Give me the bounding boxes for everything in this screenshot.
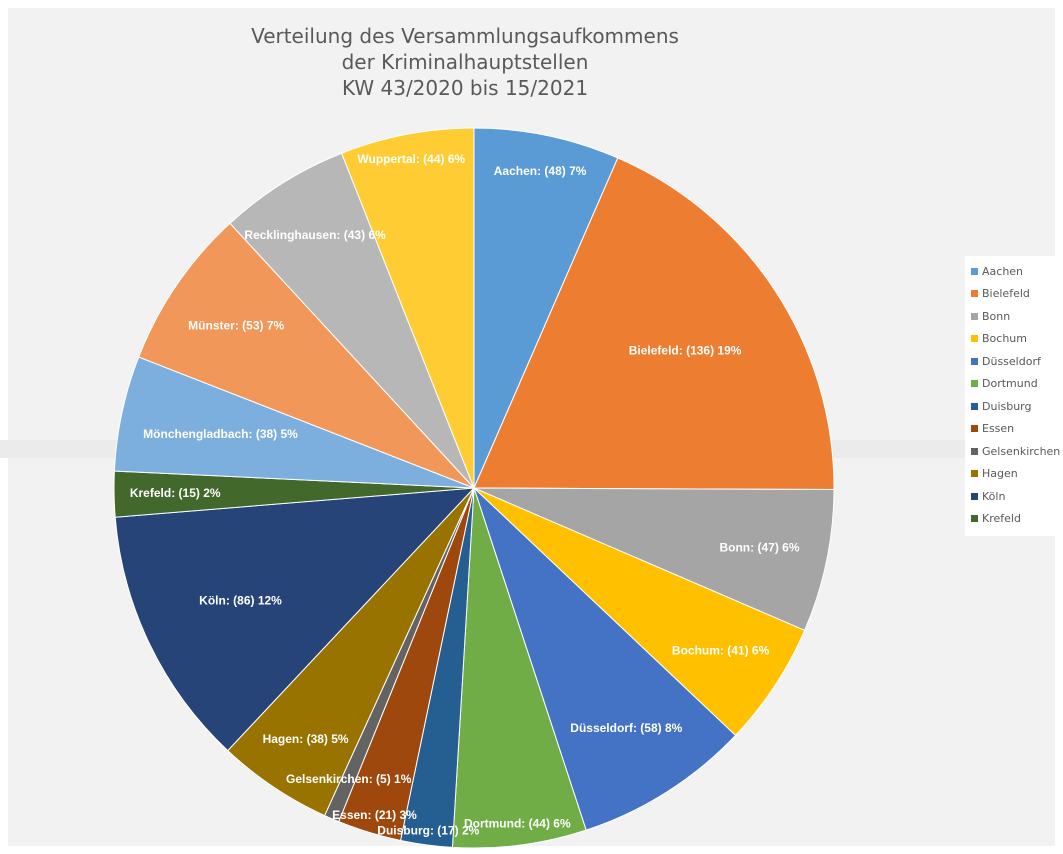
chart-title-line-2: der Kriminalhauptstellen	[341, 50, 589, 74]
legend-item-essen: Essen	[971, 418, 1063, 441]
legend-label: Bochum	[982, 332, 1027, 346]
legend-item-bonn: Bonn	[971, 305, 1063, 328]
legend-item-koeln: Köln	[971, 485, 1063, 508]
legend-label: Krefeld	[982, 512, 1021, 526]
pie-slice-recklinghausen	[229, 152, 475, 489]
data-label-essen: Essen: (21) 3%	[332, 808, 417, 822]
pie-slice-muenster	[138, 222, 475, 489]
legend-swatch	[971, 312, 978, 320]
data-label-recklinghausen: Recklinghausen: (43) 6%	[244, 228, 386, 242]
legend-swatch	[971, 290, 978, 298]
pie-slice-bonn	[473, 487, 835, 632]
legend-label: Hagen	[982, 467, 1018, 481]
data-label-bielefeld: Bielefeld: (136) 19%	[629, 343, 742, 357]
chart-title-line-3: KW 43/2020 bis 15/2021	[341, 76, 589, 100]
legend-swatch	[971, 357, 978, 365]
data-label-hagen: Hagen: (38) 5%	[263, 732, 349, 746]
legend-item-bielefeld: Bielefeld	[971, 283, 1063, 306]
pie-slice-duesseldorf	[473, 487, 737, 831]
legend-label: Gelsenkirchen	[982, 444, 1061, 458]
legend-item-hagen: Hagen	[971, 463, 1063, 486]
legend-swatch	[971, 470, 978, 478]
legend-swatch	[971, 447, 978, 455]
pie-slice-aachen	[473, 127, 619, 489]
pie-labels: Aachen: (48) 7% Bielefeld: (136) 19% Bonn:…	[130, 152, 800, 838]
pie-slice-bielefeld	[473, 157, 835, 491]
data-label-krefeld: Krefeld: (15) 2%	[130, 486, 221, 500]
data-label-moenchengladbach: Mönchengladbach: (38) 5%	[143, 427, 298, 441]
data-label-gelsenkirchen: Gelsenkirchen: (5) 1%	[286, 772, 412, 786]
legend-label: Essen	[982, 422, 1015, 436]
legend-label: Duisburg	[982, 399, 1032, 413]
pie-slice-koeln	[114, 487, 476, 752]
legend-swatch	[971, 335, 978, 343]
legend-swatch	[971, 267, 978, 275]
legend-label: Aachen	[982, 264, 1024, 278]
pie-slice-dortmund	[451, 487, 587, 849]
pie-slices	[113, 127, 835, 849]
legend: Aachen Bielefeld Bonn Bochum Düsseldorf Dortm…	[965, 256, 1063, 536]
data-label-bochum: Bochum: (41) 6%	[672, 643, 770, 657]
legend-swatch	[971, 380, 978, 388]
legend-item-bochum: Bochum	[971, 328, 1063, 351]
data-label-wuppertal: Wuppertal: (44) 6%	[357, 152, 465, 166]
data-label-koeln: Köln: (86) 12%	[199, 594, 282, 608]
legend-label: Köln	[982, 489, 1006, 503]
data-label-muenster: Münster: (53) 7%	[188, 319, 284, 333]
legend-swatch	[971, 515, 978, 523]
legend-item-aachen: Aachen	[971, 260, 1063, 283]
legend-swatch	[971, 492, 978, 500]
legend-label: Bonn	[982, 309, 1011, 323]
legend-label: Dortmund	[982, 377, 1038, 391]
legend-swatch	[971, 425, 978, 433]
chart-title-line-1: Verteilung des Versammlungsaufkommens	[251, 24, 679, 48]
legend-item-duisburg: Duisburg	[971, 395, 1063, 418]
legend-item-gelsenkirchen: Gelsenkirchen	[971, 440, 1063, 463]
data-label-bonn: Bonn: (47) 6%	[719, 541, 799, 555]
data-label-dortmund: Dortmund: (44) 6%	[464, 817, 571, 831]
legend-item-krefeld: Krefeld	[971, 508, 1063, 531]
legend-label: Düsseldorf	[982, 354, 1041, 368]
pie-slice-wuppertal	[340, 127, 475, 489]
data-label-duisburg: Duisburg: (17) 2%	[377, 824, 479, 838]
legend-label: Bielefeld	[982, 287, 1030, 301]
data-label-aachen: Aachen: (48) 7%	[494, 164, 587, 178]
data-label-duesseldorf: Düsseldorf: (58) 8%	[570, 721, 682, 735]
legend-item-dortmund: Dortmund	[971, 373, 1063, 396]
legend-swatch	[971, 402, 978, 410]
legend-item-duesseldorf: Düsseldorf	[971, 350, 1063, 373]
